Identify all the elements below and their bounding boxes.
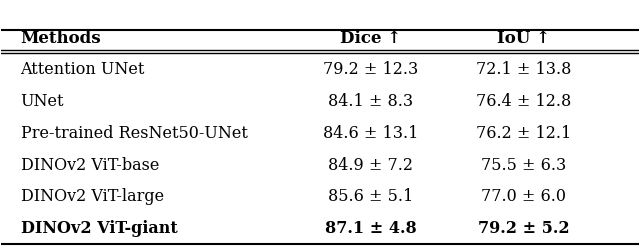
Text: 87.1 ± 4.8: 87.1 ± 4.8 [325,219,417,236]
Text: DINOv2 ViT-base: DINOv2 ViT-base [20,156,159,173]
Text: DINOv2 ViT-large: DINOv2 ViT-large [20,188,164,204]
Text: 75.5 ± 6.3: 75.5 ± 6.3 [481,156,566,173]
Text: Attention UNet: Attention UNet [20,61,145,78]
Text: 84.6 ± 13.1: 84.6 ± 13.1 [323,124,419,141]
Text: 85.6 ± 5.1: 85.6 ± 5.1 [328,188,413,204]
Text: 76.4 ± 12.8: 76.4 ± 12.8 [476,92,572,109]
Text: Dice ↑: Dice ↑ [340,30,401,47]
Text: 84.1 ± 8.3: 84.1 ± 8.3 [328,92,413,109]
Text: IoU ↑: IoU ↑ [497,30,550,47]
Text: UNet: UNet [20,92,64,109]
Text: Methods: Methods [20,30,101,47]
Text: 77.0 ± 6.0: 77.0 ± 6.0 [481,188,566,204]
Text: Pre-trained ResNet50-UNet: Pre-trained ResNet50-UNet [20,124,248,141]
Text: 79.2 ± 5.2: 79.2 ± 5.2 [478,219,570,236]
Text: 84.9 ± 7.2: 84.9 ± 7.2 [328,156,413,173]
Text: 72.1 ± 13.8: 72.1 ± 13.8 [476,61,572,78]
Text: DINOv2 ViT-giant: DINOv2 ViT-giant [20,219,177,236]
Text: 76.2 ± 12.1: 76.2 ± 12.1 [476,124,572,141]
Text: 79.2 ± 12.3: 79.2 ± 12.3 [323,61,419,78]
